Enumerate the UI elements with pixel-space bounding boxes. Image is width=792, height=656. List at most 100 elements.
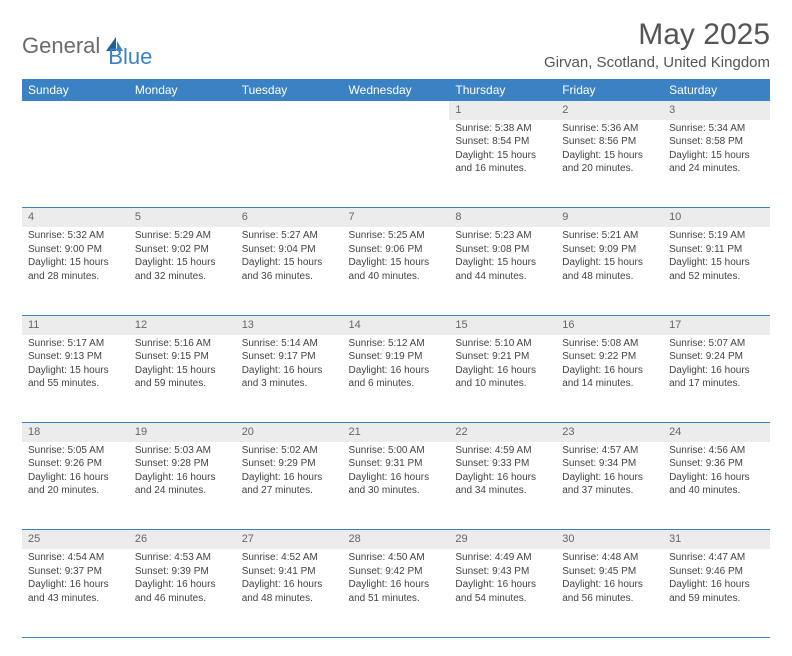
sunset-line: Sunset: 9:11 PM — [669, 243, 764, 257]
day-number-row: 11121314151617 — [22, 315, 770, 334]
daylight-line: Daylight: 15 hours and 36 minutes. — [242, 256, 337, 283]
daylight-line: Daylight: 16 hours and 10 minutes. — [455, 364, 550, 391]
day-number-cell: 23 — [556, 423, 663, 442]
day-content-row: Sunrise: 5:05 AMSunset: 9:26 PMDaylight:… — [22, 442, 770, 530]
sunrise-line: Sunrise: 4:56 AM — [669, 444, 764, 458]
day-cell: Sunrise: 5:07 AMSunset: 9:24 PMDaylight:… — [663, 335, 770, 423]
day-cell-body: Sunrise: 4:56 AMSunset: 9:36 PMDaylight:… — [663, 442, 770, 502]
day-cell-body: Sunrise: 5:03 AMSunset: 9:28 PMDaylight:… — [129, 442, 236, 502]
day-cell: Sunrise: 5:29 AMSunset: 9:02 PMDaylight:… — [129, 227, 236, 315]
day-number-cell: 31 — [663, 530, 770, 549]
sunset-line: Sunset: 9:24 PM — [669, 350, 764, 364]
day-cell-body: Sunrise: 5:38 AMSunset: 8:54 PMDaylight:… — [449, 120, 556, 180]
day-cell-body: Sunrise: 5:32 AMSunset: 9:00 PMDaylight:… — [22, 227, 129, 287]
sunset-line: Sunset: 8:54 PM — [455, 135, 550, 149]
day-number-cell: 18 — [22, 423, 129, 442]
daylight-line: Daylight: 15 hours and 44 minutes. — [455, 256, 550, 283]
day-cell-body: Sunrise: 4:52 AMSunset: 9:41 PMDaylight:… — [236, 549, 343, 609]
sunset-line: Sunset: 9:06 PM — [349, 243, 444, 257]
day-number-row: 123 — [22, 101, 770, 120]
daylight-line: Daylight: 16 hours and 59 minutes. — [669, 578, 764, 605]
day-number-cell: 2 — [556, 101, 663, 120]
daylight-line: Daylight: 15 hours and 20 minutes. — [562, 149, 657, 176]
daylight-line: Daylight: 16 hours and 24 minutes. — [135, 471, 230, 498]
weekday-header-row: SundayMondayTuesdayWednesdayThursdayFrid… — [22, 79, 770, 101]
day-cell-body: Sunrise: 4:57 AMSunset: 9:34 PMDaylight:… — [556, 442, 663, 502]
logo-text-blue: Blue — [108, 44, 152, 70]
daylight-line: Daylight: 16 hours and 6 minutes. — [349, 364, 444, 391]
day-number-cell: 10 — [663, 208, 770, 227]
sunset-line: Sunset: 9:17 PM — [242, 350, 337, 364]
day-number-cell: 12 — [129, 315, 236, 334]
title-block: May 2025 Girvan, Scotland, United Kingdo… — [544, 18, 770, 71]
day-number-row: 25262728293031 — [22, 530, 770, 549]
sunset-line: Sunset: 9:26 PM — [28, 457, 123, 471]
day-cell-body: Sunrise: 5:21 AMSunset: 9:09 PMDaylight:… — [556, 227, 663, 287]
day-number-row: 18192021222324 — [22, 423, 770, 442]
daylight-line: Daylight: 16 hours and 48 minutes. — [242, 578, 337, 605]
day-number-cell — [343, 101, 450, 120]
calendar-body: 123Sunrise: 5:38 AMSunset: 8:54 PMDaylig… — [22, 101, 770, 637]
sunrise-line: Sunrise: 4:59 AM — [455, 444, 550, 458]
day-cell: Sunrise: 5:23 AMSunset: 9:08 PMDaylight:… — [449, 227, 556, 315]
day-number-cell: 22 — [449, 423, 556, 442]
weekday-header: Friday — [556, 79, 663, 101]
day-cell-body: Sunrise: 5:16 AMSunset: 9:15 PMDaylight:… — [129, 335, 236, 395]
sunset-line: Sunset: 9:31 PM — [349, 457, 444, 471]
daylight-line: Daylight: 16 hours and 3 minutes. — [242, 364, 337, 391]
day-cell-body: Sunrise: 4:49 AMSunset: 9:43 PMDaylight:… — [449, 549, 556, 609]
day-number-cell: 27 — [236, 530, 343, 549]
daylight-line: Daylight: 15 hours and 48 minutes. — [562, 256, 657, 283]
daylight-line: Daylight: 16 hours and 20 minutes. — [28, 471, 123, 498]
day-cell: Sunrise: 4:54 AMSunset: 9:37 PMDaylight:… — [22, 549, 129, 637]
day-cell: Sunrise: 5:25 AMSunset: 9:06 PMDaylight:… — [343, 227, 450, 315]
day-number-cell: 29 — [449, 530, 556, 549]
day-number-cell — [236, 101, 343, 120]
weekday-header: Wednesday — [343, 79, 450, 101]
day-cell-body: Sunrise: 5:08 AMSunset: 9:22 PMDaylight:… — [556, 335, 663, 395]
sunrise-line: Sunrise: 5:00 AM — [349, 444, 444, 458]
logo: General Blue — [22, 22, 152, 70]
day-number-cell: 3 — [663, 101, 770, 120]
weekday-header: Thursday — [449, 79, 556, 101]
day-cell-body: Sunrise: 5:12 AMSunset: 9:19 PMDaylight:… — [343, 335, 450, 395]
daylight-line: Daylight: 15 hours and 16 minutes. — [455, 149, 550, 176]
day-number-cell: 21 — [343, 423, 450, 442]
sunrise-line: Sunrise: 5:05 AM — [28, 444, 123, 458]
day-number-cell — [22, 101, 129, 120]
sunset-line: Sunset: 9:08 PM — [455, 243, 550, 257]
sunset-line: Sunset: 9:02 PM — [135, 243, 230, 257]
daylight-line: Daylight: 16 hours and 54 minutes. — [455, 578, 550, 605]
sunrise-line: Sunrise: 5:03 AM — [135, 444, 230, 458]
day-cell-body: Sunrise: 4:47 AMSunset: 9:46 PMDaylight:… — [663, 549, 770, 609]
sunrise-line: Sunrise: 5:08 AM — [562, 337, 657, 351]
weekday-header: Saturday — [663, 79, 770, 101]
day-cell: Sunrise: 4:56 AMSunset: 9:36 PMDaylight:… — [663, 442, 770, 530]
sunrise-line: Sunrise: 5:29 AM — [135, 229, 230, 243]
sunset-line: Sunset: 9:41 PM — [242, 565, 337, 579]
day-number-cell: 20 — [236, 423, 343, 442]
daylight-line: Daylight: 16 hours and 46 minutes. — [135, 578, 230, 605]
day-cell — [129, 120, 236, 208]
sunrise-line: Sunrise: 5:27 AM — [242, 229, 337, 243]
day-cell-body: Sunrise: 5:23 AMSunset: 9:08 PMDaylight:… — [449, 227, 556, 287]
day-cell-body: Sunrise: 5:07 AMSunset: 9:24 PMDaylight:… — [663, 335, 770, 395]
day-cell-body: Sunrise: 5:10 AMSunset: 9:21 PMDaylight:… — [449, 335, 556, 395]
day-number-cell: 28 — [343, 530, 450, 549]
day-cell-body: Sunrise: 5:19 AMSunset: 9:11 PMDaylight:… — [663, 227, 770, 287]
daylight-line: Daylight: 16 hours and 43 minutes. — [28, 578, 123, 605]
sunset-line: Sunset: 9:45 PM — [562, 565, 657, 579]
daylight-line: Daylight: 16 hours and 30 minutes. — [349, 471, 444, 498]
day-cell-body: Sunrise: 5:29 AMSunset: 9:02 PMDaylight:… — [129, 227, 236, 287]
sunrise-line: Sunrise: 5:25 AM — [349, 229, 444, 243]
weekday-header: Sunday — [22, 79, 129, 101]
day-number-cell: 17 — [663, 315, 770, 334]
day-cell: Sunrise: 4:52 AMSunset: 9:41 PMDaylight:… — [236, 549, 343, 637]
sunrise-line: Sunrise: 4:53 AM — [135, 551, 230, 565]
sunrise-line: Sunrise: 5:19 AM — [669, 229, 764, 243]
daylight-line: Daylight: 16 hours and 40 minutes. — [669, 471, 764, 498]
sunrise-line: Sunrise: 5:38 AM — [455, 122, 550, 136]
sunset-line: Sunset: 9:13 PM — [28, 350, 123, 364]
sunrise-line: Sunrise: 5:34 AM — [669, 122, 764, 136]
day-content-row: Sunrise: 4:54 AMSunset: 9:37 PMDaylight:… — [22, 549, 770, 637]
